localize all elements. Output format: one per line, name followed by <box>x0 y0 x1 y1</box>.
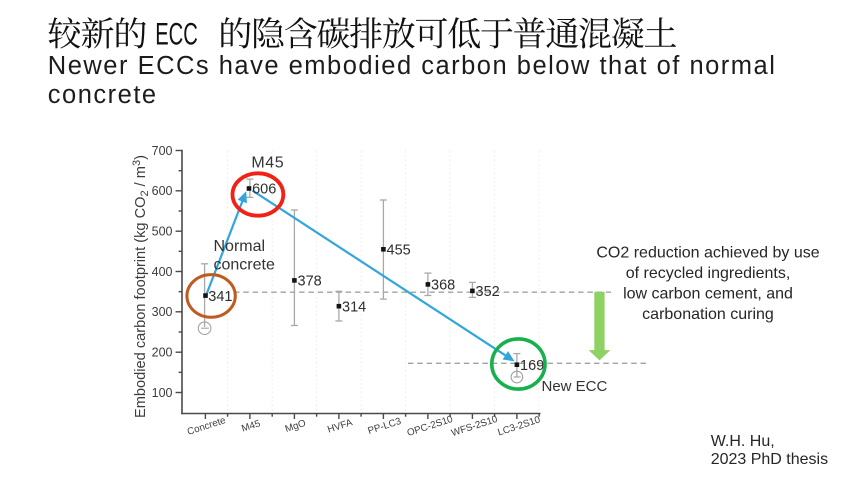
svg-text:600: 600 <box>152 184 173 198</box>
svg-text:ECC: ECC <box>155 16 198 52</box>
svg-text:carbonation curing: carbonation curing <box>642 306 774 323</box>
svg-text:300: 300 <box>152 305 173 319</box>
svg-text:2023 PhD thesis: 2023 PhD thesis <box>711 451 828 468</box>
svg-text:314: 314 <box>342 299 366 315</box>
svg-text:341: 341 <box>208 289 232 305</box>
svg-text:OPC-2S10: OPC-2S10 <box>406 414 455 439</box>
svg-text:Concrete: Concrete <box>186 415 228 438</box>
svg-text:CO2 reduction achieved by use: CO2 reduction achieved by use <box>596 245 819 262</box>
svg-text:Embodied carbon footprint (kg: Embodied carbon footprint (kg CO2 / m3) <box>131 155 151 418</box>
svg-text:WFS-2S10: WFS-2S10 <box>450 414 499 439</box>
svg-text:368: 368 <box>431 278 455 294</box>
svg-text:400: 400 <box>152 265 173 279</box>
svg-text:of recycled ingredients,: of recycled ingredients, <box>626 265 791 282</box>
svg-text:378: 378 <box>298 274 322 290</box>
svg-text:M45: M45 <box>240 418 262 435</box>
svg-text:concrete: concrete <box>214 257 275 274</box>
svg-text:169: 169 <box>520 358 544 374</box>
svg-text:low carbon cement, and: low carbon cement, and <box>623 286 793 303</box>
svg-text:Normal: Normal <box>214 238 266 255</box>
svg-text:M45: M45 <box>251 155 284 172</box>
svg-text:HVFA: HVFA <box>326 417 354 436</box>
svg-text:LC3-2S10: LC3-2S10 <box>496 414 542 438</box>
svg-text:500: 500 <box>152 225 173 239</box>
svg-text:455: 455 <box>387 243 411 259</box>
svg-text:352: 352 <box>476 284 500 300</box>
svg-text:New ECC: New ECC <box>542 378 608 395</box>
svg-text:700: 700 <box>152 144 173 158</box>
svg-text:606: 606 <box>252 182 276 198</box>
svg-text:100: 100 <box>152 386 173 400</box>
svg-text:PP-LC3: PP-LC3 <box>367 416 404 437</box>
svg-text:200: 200 <box>152 346 173 360</box>
svg-text:MgO: MgO <box>284 418 308 435</box>
svg-text:W.H. Hu,: W.H. Hu, <box>711 433 775 450</box>
